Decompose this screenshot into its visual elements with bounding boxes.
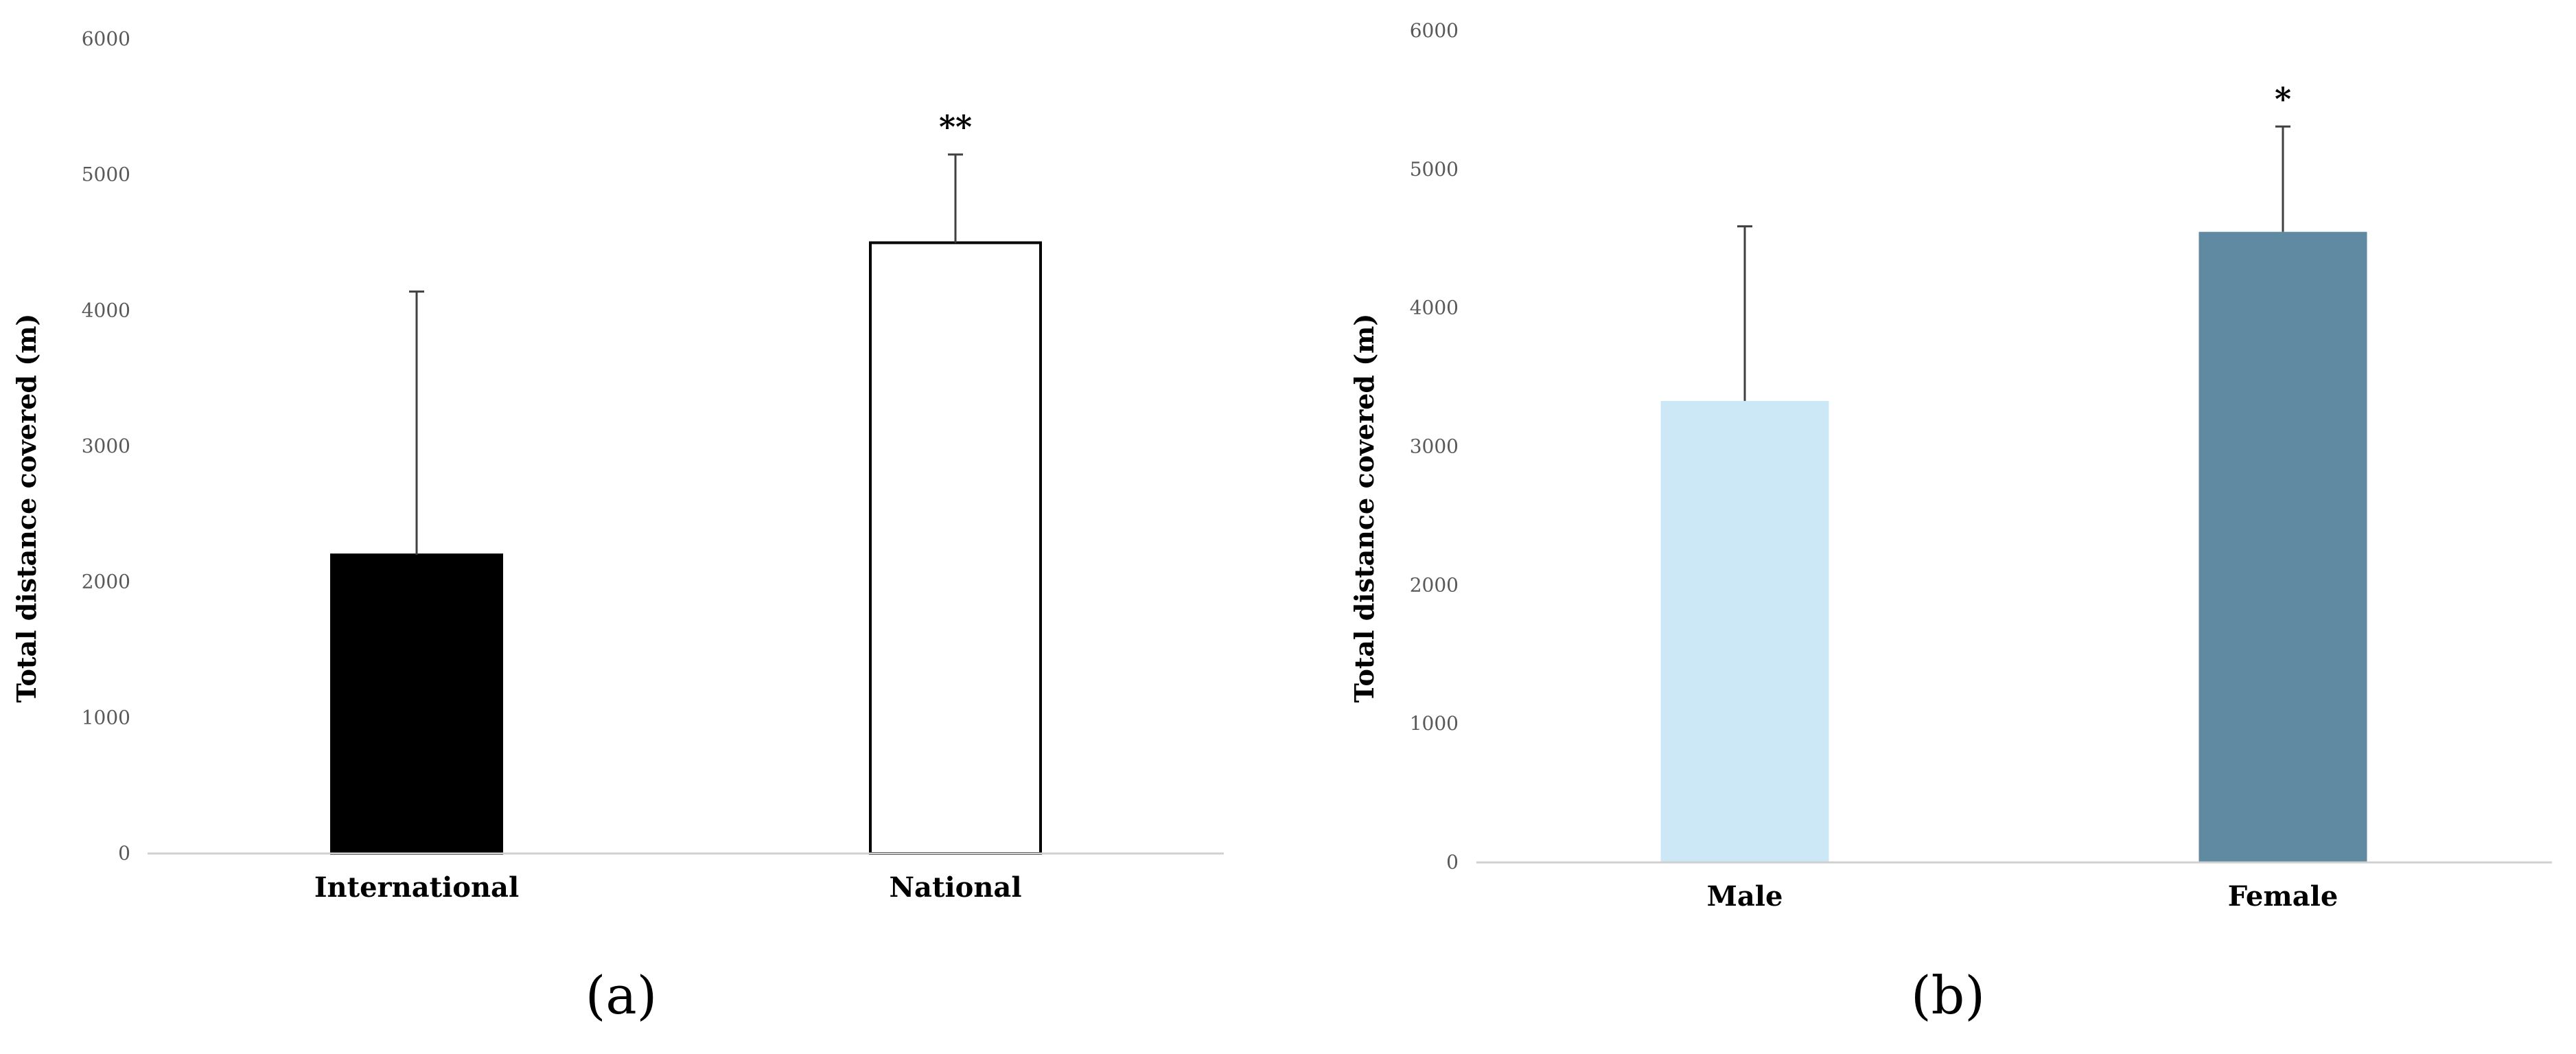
significance-marker: *: [2275, 80, 2291, 117]
panel-label: (b): [1911, 965, 1985, 1026]
x-category-label: International: [314, 871, 519, 904]
y-tick-label: 4000: [1410, 297, 1459, 319]
y-axis-title: Total distance covered (m): [11, 314, 42, 703]
x-category-label: Male: [1707, 880, 1783, 913]
y-tick-label: 2000: [82, 571, 130, 593]
bar-international: [330, 553, 503, 856]
y-tick-label: 3000: [1410, 435, 1459, 458]
significance-marker: **: [939, 108, 972, 146]
y-axis-title: Total distance covered (m): [1349, 314, 1380, 703]
bar-national: [869, 241, 1042, 855]
y-tick-label: 6000: [82, 27, 130, 50]
y-tick-label: 6000: [1410, 19, 1459, 42]
y-tick-label: 3000: [82, 435, 130, 457]
y-tick-label: 5000: [82, 163, 130, 186]
y-tick-label: 1000: [82, 706, 130, 729]
y-tick-label: 0: [1446, 851, 1459, 873]
panel-label: (a): [585, 965, 658, 1026]
chart-a: 0 1000 2000 3000 4000 5000 6000 International **…: [11, 27, 1224, 1026]
bar-male: [1660, 400, 1829, 862]
chart-b: 0 1000 2000 3000 4000 5000 6000 Male * Female Tota…: [1349, 19, 2552, 1026]
bar-female: [2198, 231, 2367, 862]
y-tick-label: 0: [118, 842, 130, 864]
y-tick-label: 1000: [1410, 712, 1459, 735]
y-tick-label: 4000: [82, 299, 130, 321]
y-tick-label: 5000: [1410, 158, 1459, 181]
x-category-label: Female: [2228, 880, 2339, 913]
y-tick-label: 2000: [1410, 573, 1459, 596]
x-category-label: National: [889, 871, 1021, 904]
